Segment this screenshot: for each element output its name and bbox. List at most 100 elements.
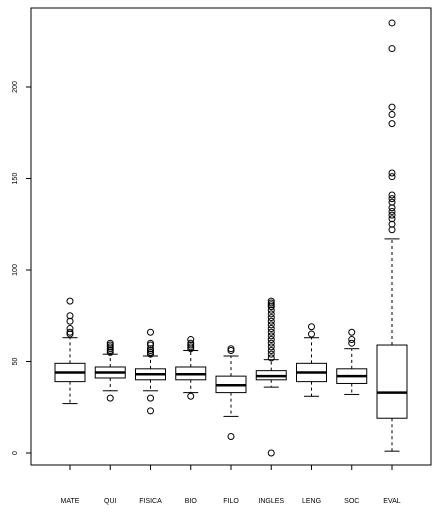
outlier-point [106, 345, 114, 353]
box-qui [94, 339, 126, 402]
outlier-point [147, 345, 154, 353]
outlier-point [187, 392, 195, 400]
outlier-point [267, 339, 275, 347]
outlier-point [388, 207, 396, 215]
outlier-point [147, 348, 154, 356]
outlier-point [147, 394, 154, 402]
outlier-point [147, 350, 154, 358]
outlier-point [227, 433, 235, 441]
outlier-point [388, 198, 396, 206]
outlier-point [267, 336, 275, 344]
outlier-point [227, 345, 235, 353]
x-category-label: MATE [61, 498, 80, 505]
outlier-point [106, 348, 114, 356]
outlier-point [187, 345, 195, 353]
outlier-point [187, 339, 195, 347]
outlier-point [388, 169, 396, 177]
outlier-point [187, 343, 195, 351]
outlier-point [267, 303, 275, 311]
outlier-point [388, 204, 396, 212]
outlier-point [187, 336, 195, 344]
outlier-point [106, 394, 114, 402]
box-bio [175, 336, 207, 400]
outlier-point [388, 220, 396, 228]
outlier-point [267, 297, 275, 305]
box-ingles [255, 297, 287, 457]
outlier-point [106, 343, 114, 351]
x-category-label: SOC [344, 498, 359, 505]
outlier-point [267, 299, 275, 307]
box-mate [54, 297, 86, 405]
box-filo [215, 345, 247, 441]
outlier-point [388, 191, 396, 199]
outlier-point [147, 328, 154, 336]
outlier-point [106, 341, 114, 349]
outlier-point [267, 343, 275, 351]
outlier-point [267, 310, 275, 318]
outlier-point [388, 19, 396, 27]
outlier-point [308, 330, 315, 338]
outlier-point [267, 328, 275, 336]
outlier-point [147, 407, 154, 415]
outlier-point [106, 339, 114, 347]
x-category-label: INGLES [258, 498, 284, 505]
x-category-label: FILO [223, 498, 239, 505]
box-leng [296, 323, 327, 397]
x-category-label: LENG [302, 498, 321, 505]
outlier-point [308, 323, 315, 331]
outlier-point [66, 312, 74, 320]
outlier-point [267, 350, 275, 358]
outlier-point [267, 306, 275, 314]
y-tick-label: 100 [12, 264, 19, 276]
outlier-point [147, 347, 154, 355]
outlier-point [267, 317, 275, 325]
outlier-point [267, 314, 275, 322]
y-tick-label: 200 [12, 81, 19, 93]
outlier-point [147, 339, 154, 347]
x-category-label: QUI [104, 498, 117, 505]
outlier-point [267, 449, 275, 457]
outlier-point [388, 226, 396, 234]
outlier-point [348, 328, 356, 336]
outlier-point [187, 341, 195, 349]
outlier-point [388, 103, 396, 111]
x-category-label: EVAL [383, 498, 400, 505]
outlier-point [388, 120, 396, 128]
outlier-point [66, 317, 74, 325]
outlier-point [388, 110, 396, 118]
plot-frame [30, 7, 432, 466]
box-soc [336, 328, 368, 395]
outlier-point [388, 195, 396, 203]
outlier-point [267, 332, 275, 340]
outlier-point [227, 347, 235, 355]
outlier-point [66, 330, 74, 338]
outlier-point [388, 45, 396, 53]
outlier-point [348, 336, 356, 344]
iqr-box [376, 344, 408, 419]
box-fisica [135, 328, 166, 415]
x-axis: MATE QUI FISICA BIO FILO INGLES LENG SOC EVAL [61, 465, 401, 505]
outlier-point [267, 321, 275, 329]
outlier-point [66, 325, 74, 333]
outlier-point [66, 328, 74, 336]
outlier-point [267, 301, 275, 309]
x-category-label: BIO [185, 498, 198, 505]
outlier-point [388, 215, 396, 223]
outlier-point [66, 297, 74, 305]
box-eval [376, 19, 408, 452]
y-axis: 0 50 100 150 200 [12, 81, 31, 455]
outlier-point [267, 347, 275, 355]
outlier-point [106, 347, 114, 355]
x-category-label: FISICA [139, 498, 162, 505]
outlier-point [348, 339, 356, 347]
y-tick-label: 150 [12, 173, 19, 185]
outlier-point [388, 173, 396, 181]
y-tick-label: 0 [12, 451, 19, 455]
outlier-point [147, 341, 154, 349]
outlier-point [388, 211, 396, 219]
outlier-point [267, 354, 275, 362]
y-tick-label: 50 [12, 358, 19, 366]
outlier-point [267, 325, 275, 333]
boxes-layer [54, 19, 408, 457]
